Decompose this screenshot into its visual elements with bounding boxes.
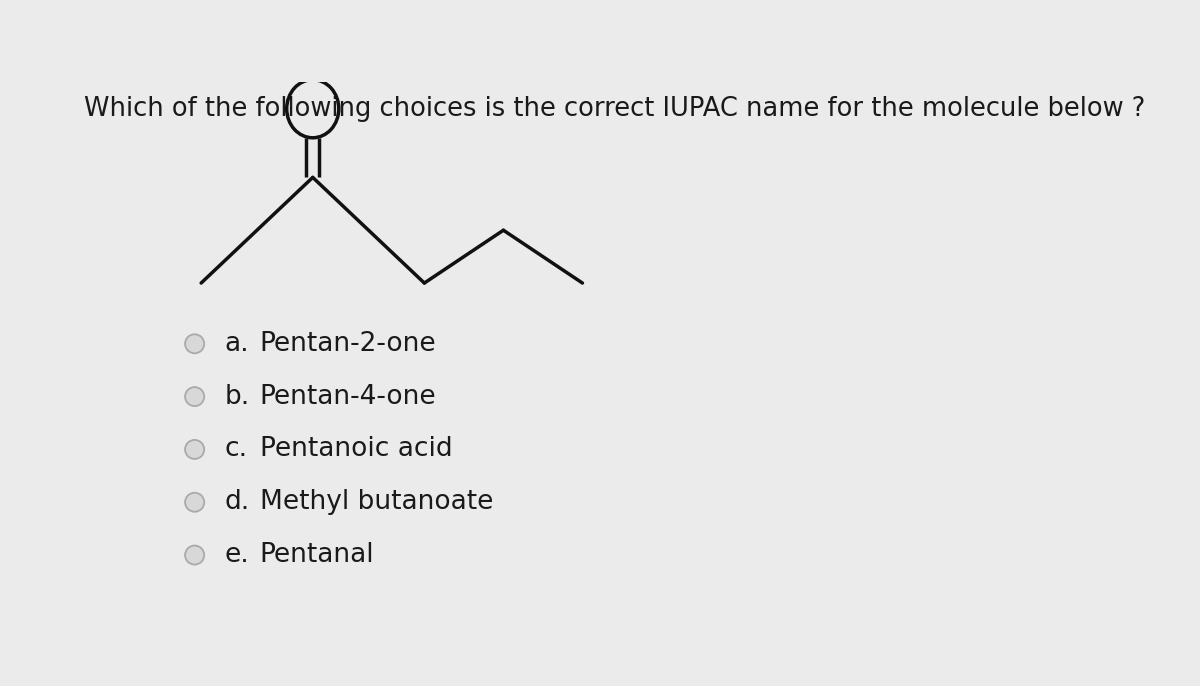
Text: Which of the following choices is the correct IUPAC name for the molecule below : Which of the following choices is the co… bbox=[84, 95, 1146, 121]
Text: Methyl butanoate: Methyl butanoate bbox=[259, 489, 493, 515]
Text: a.: a. bbox=[224, 331, 250, 357]
Text: Pentanoic acid: Pentanoic acid bbox=[259, 436, 452, 462]
Text: Pentan-2-one: Pentan-2-one bbox=[259, 331, 437, 357]
Text: b.: b. bbox=[224, 383, 250, 410]
Text: e.: e. bbox=[224, 542, 250, 568]
Text: c.: c. bbox=[224, 436, 247, 462]
Ellipse shape bbox=[185, 545, 204, 565]
Text: d.: d. bbox=[224, 489, 250, 515]
Ellipse shape bbox=[185, 493, 204, 512]
Text: Pentanal: Pentanal bbox=[259, 542, 374, 568]
Ellipse shape bbox=[185, 440, 204, 459]
Ellipse shape bbox=[185, 387, 204, 406]
Text: Pentan-4-one: Pentan-4-one bbox=[259, 383, 437, 410]
Ellipse shape bbox=[185, 334, 204, 353]
